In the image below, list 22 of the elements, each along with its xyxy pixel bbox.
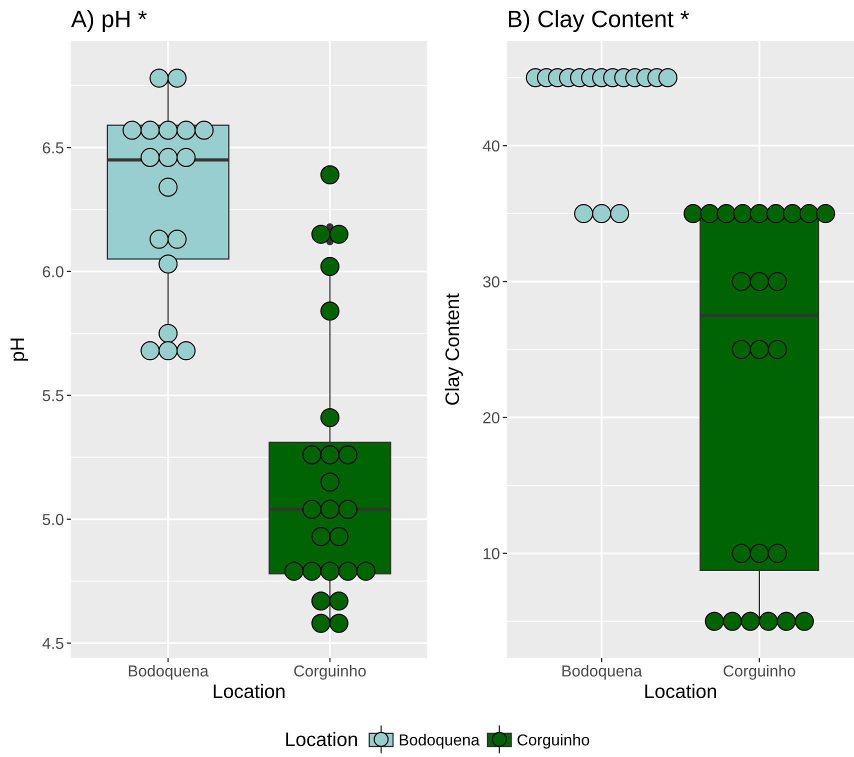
x-tick-label: Bodoquena — [128, 664, 209, 680]
y-tick-label: 6.0 — [42, 266, 64, 278]
x-tick-label: Bodoquena — [562, 664, 642, 680]
y-tick-label: 5.5 — [42, 390, 64, 402]
x-tick-label: Corguinho — [294, 664, 366, 680]
y-tick-label: 4.5 — [42, 638, 64, 650]
legend-label: Bodoquena — [400, 734, 480, 749]
chart-title: A) pH * — [71, 10, 147, 32]
y-axis-title: pH — [10, 338, 28, 361]
x-axis-title: Location — [214, 684, 284, 698]
legend-title: Location — [286, 732, 357, 746]
y-tick-label: 30 — [483, 276, 500, 288]
legend-label: Corguinho — [518, 734, 590, 749]
y-tick-label: 20 — [483, 412, 500, 424]
y-tick-label: 10 — [484, 548, 500, 560]
y-tick-label: 40 — [482, 140, 500, 152]
x-axis-title: Location — [645, 684, 716, 698]
y-tick-label: 5.0 — [42, 514, 64, 526]
y-tick-label: 6.5 — [42, 142, 64, 154]
chart-title: B) Clay Content * — [508, 10, 690, 32]
x-tick-label: Corguinho — [724, 664, 796, 680]
y-axis-title: Clay Content — [444, 293, 463, 405]
